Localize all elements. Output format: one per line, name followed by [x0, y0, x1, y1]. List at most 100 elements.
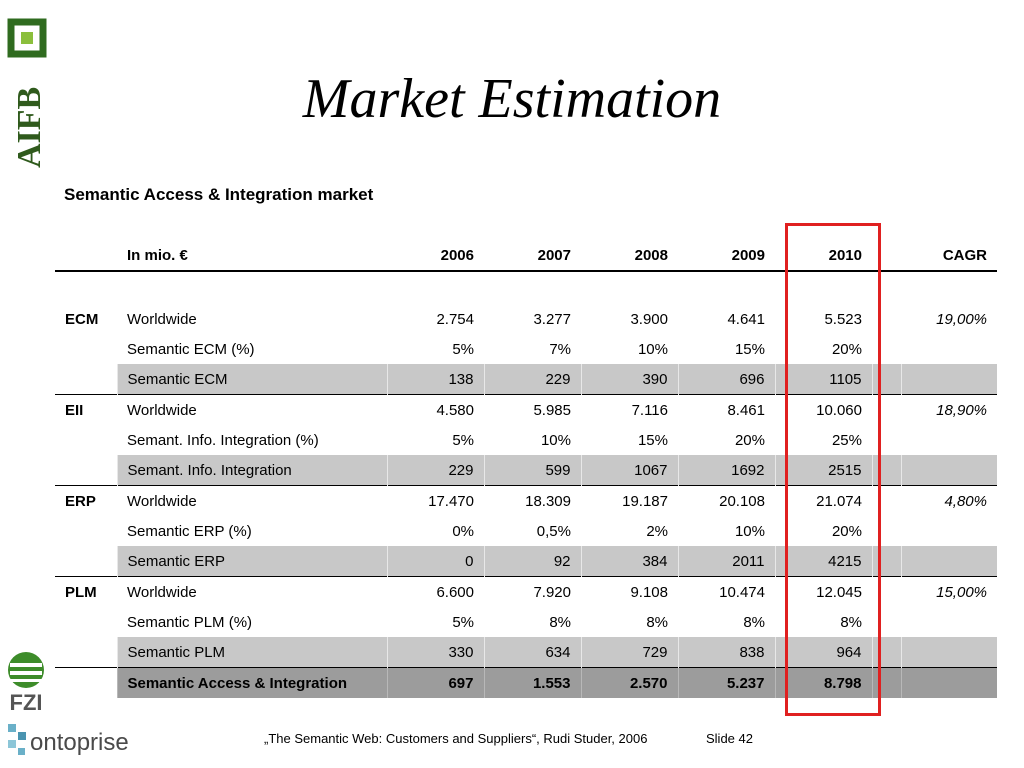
value-2007: 8%: [549, 613, 571, 631]
value-2009: 4.641: [727, 310, 765, 328]
cagr-value: 19,00%: [936, 310, 987, 328]
row-label: Worldwide: [127, 310, 197, 328]
value-2006: 229: [386, 455, 484, 486]
total-value-2007: 1.553: [483, 667, 581, 698]
row-label: Worldwide: [117, 576, 387, 607]
value-2010: 21.074: [775, 485, 872, 516]
table-row: Semant. Info. Integration (%) 5% 10% 15% 20%…: [55, 425, 997, 455]
value-2009: 838: [677, 637, 775, 668]
total-row: Semantic Access & Integration 697 1.553 2.5…: [55, 667, 997, 698]
header-year-2007: 2007: [484, 240, 581, 272]
total-value-2008: 2.570: [580, 667, 678, 698]
category-empty-cell: [55, 607, 117, 637]
value-2009: 696: [677, 364, 775, 395]
gap-cell: [871, 667, 901, 698]
value-2010: 25%: [831, 431, 862, 449]
value-2010: 2515: [774, 455, 872, 486]
value-2007: 599: [483, 455, 581, 486]
value-2006: 0%: [452, 522, 474, 540]
slide-number: Slide 42: [706, 731, 753, 746]
cagr-value: [901, 425, 997, 455]
ontoprise-logo: ontoprise: [8, 724, 129, 756]
gap-cell: [872, 485, 901, 516]
value-2010: 20%: [831, 522, 862, 540]
table-row: ERP Worldwide 17.470 18.309 19.187 20.108 21.0…: [55, 485, 997, 516]
category-empty-cell: [55, 637, 117, 668]
table-row: Semantic PLM 330 634 729 838 964: [55, 637, 997, 668]
value-2007: 229: [483, 364, 581, 395]
category-empty-cell: [55, 334, 117, 364]
header-year-2006: 2006: [387, 240, 484, 272]
value-2007: 5.985: [484, 394, 581, 425]
gap-cell: [871, 455, 901, 486]
row-label: Semantic ECM: [116, 364, 387, 395]
value-2007: 3.277: [533, 310, 571, 328]
value-2010: 964: [774, 637, 872, 668]
value-2007: 634: [483, 637, 581, 668]
slide-title: Market Estimation: [302, 68, 722, 130]
value-2007: 0,5%: [536, 522, 571, 540]
value-2006: 0: [386, 546, 484, 577]
value-2009: 15%: [734, 340, 765, 358]
total-cagr-empty: [900, 667, 997, 698]
value-2009: 8.461: [678, 394, 775, 425]
value-2006: 17.470: [387, 485, 484, 516]
table-row: Semantic ERP 0 92 384 2011 4215: [55, 546, 997, 577]
row-label: Semantic PLM (%): [127, 613, 253, 631]
row-label: Semantic PLM: [116, 637, 387, 668]
market-table: In mio. €2006 2007 2008 2009 2010 CAGR ECM Worl…: [55, 240, 997, 698]
value-2007: 92: [483, 546, 581, 577]
value-2008: 15%: [637, 431, 668, 449]
table-row: Semantic ECM 138 229 390 696 1105: [55, 364, 997, 395]
table-header-row: In mio. €2006 2007 2008 2009 2010 CAGR: [55, 240, 997, 272]
value-2008: 390: [580, 364, 678, 395]
value-2007: 18.309: [484, 485, 581, 516]
aifb-logo: AIFB: [7, 18, 48, 168]
value-2009: 8%: [743, 613, 765, 631]
row-label: Semantic ERP: [116, 546, 387, 577]
value-2009: 20%: [734, 431, 765, 449]
table-row: PLM Worldwide 6.600 7.920 9.108 10.474 12.045 1…: [55, 576, 997, 607]
cagr-value: 15,00%: [901, 576, 997, 607]
row-label: Semant. Info. Integration: [116, 455, 387, 486]
cagr-value: [901, 516, 997, 546]
cagr-value: [901, 334, 997, 364]
value-2006: 5%: [452, 340, 474, 358]
row-label: Semant. Info. Integration (%): [127, 431, 319, 449]
total-value-2006: 697: [386, 667, 484, 698]
value-2008: 2%: [646, 522, 668, 540]
category-empty-cell: [55, 516, 117, 546]
gap-cell: [871, 364, 901, 395]
value-2010: 1105: [774, 364, 872, 395]
category-label: PLM: [55, 576, 117, 607]
value-2006: 2.754: [436, 310, 474, 328]
value-2008: 10%: [637, 340, 668, 358]
category-label: ERP: [55, 485, 117, 516]
table-row: ECM Worldwide 2.754 3.277 3.900 4.641 5.523 19,…: [55, 304, 997, 334]
total-value-2009: 5.237: [677, 667, 775, 698]
total-value-2010: 8.798: [774, 667, 872, 698]
footer-citation: „The Semantic Web: Customers and Supplie…: [264, 731, 648, 746]
value-2008: 1067: [580, 455, 678, 486]
table-row: Semantic ERP (%) 0% 0,5% 2% 10% 20%: [55, 516, 997, 546]
row-label: Worldwide: [117, 485, 387, 516]
aifb-logo-text: AIFB: [11, 87, 48, 168]
header-gap-cell: [872, 240, 901, 272]
value-2007: 10%: [540, 431, 571, 449]
header-unit-label: In mio. €: [117, 240, 387, 272]
value-2008: 729: [580, 637, 678, 668]
gap-cell: [871, 546, 901, 577]
total-label: Semantic Access & Integration: [116, 667, 387, 698]
header-year-2010: 2010: [775, 240, 872, 272]
gap-cell: [872, 394, 901, 425]
value-2006: 330: [386, 637, 484, 668]
category-empty-cell: [55, 455, 117, 486]
value-2006: 6.600: [387, 576, 484, 607]
header-cagr: CAGR: [901, 240, 997, 272]
value-2009: 10.474: [678, 576, 775, 607]
value-2007: 7.920: [484, 576, 581, 607]
table-subtitle: Semantic Access & Integration market: [64, 185, 374, 204]
value-2009: 1692: [677, 455, 775, 486]
fzi-logo: FZI: [8, 652, 44, 714]
cagr-value: [901, 607, 997, 637]
